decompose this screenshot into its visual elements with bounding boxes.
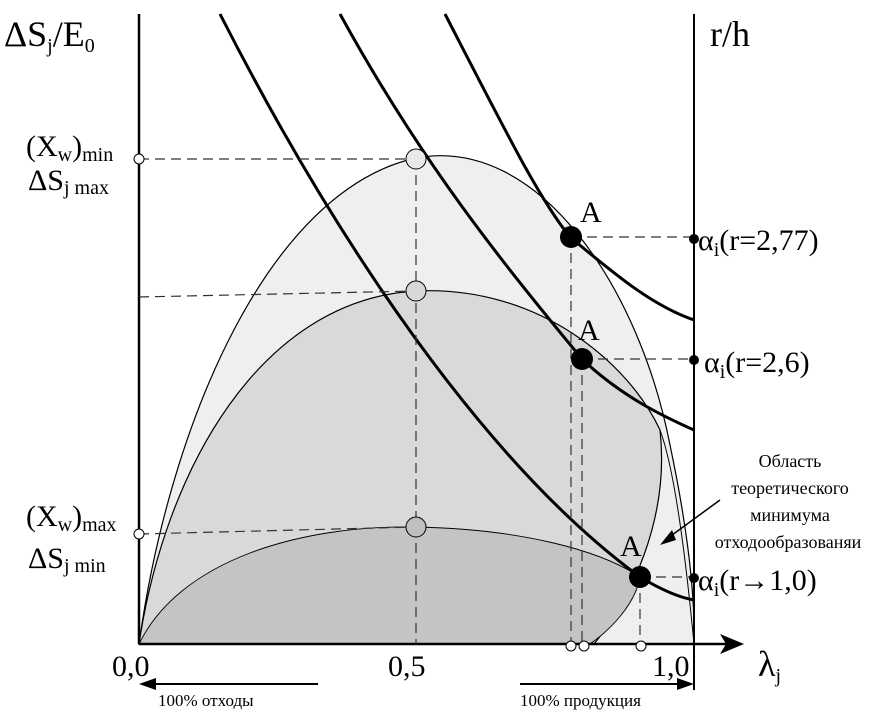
x-axis-label: λj [758,644,781,687]
product-arrowhead [677,678,694,690]
point-a-lower [629,566,651,588]
point-a-middle [571,348,593,370]
dashed-guides [138,158,694,644]
ds-min-label: ΔSj min [28,542,106,577]
region-inner [138,526,641,645]
y-left-axis-label: ΔSj/E0 [4,14,95,57]
point-a-middle-label: A [578,314,600,347]
waste-label: 100% отходы [158,691,254,710]
annotation-line-2: теоретического [731,478,849,498]
x-tick-1: 1,0 [652,650,690,683]
annotation-line-1: Область [759,451,822,471]
alpha-label-r277: αi(r=2,77) [698,224,819,261]
x-marker-a1 [565,640,577,652]
curve-r-2-6 [338,13,695,432]
waste-arrowhead [139,678,156,690]
xw-min-label: (Xw)min [26,130,113,166]
annotation-arrowhead [660,530,676,545]
x-marker-a2 [578,640,590,652]
annotation-line-3: минимума [750,505,830,525]
product-label: 100% продукция [520,691,641,710]
xw-max-label: (Xw)max [26,500,117,536]
ds-max-label: ΔSj max [28,164,109,199]
x-marker-a3 [635,640,647,652]
x-tick-05: 0,5 [388,650,426,683]
right-dot-middle [689,355,699,365]
point-a-upper [560,226,582,248]
annotation-arrow-line [667,499,721,539]
thin-curve-right [659,429,695,645]
right-dot-upper [689,234,699,244]
alpha-label-r26: αi(r=2,6) [704,346,810,383]
alpha-label-r1: αi(r→1,0) [698,564,817,601]
y-right-axis-label: r/h [710,14,750,54]
left-marker-bottom [133,528,145,540]
right-dot-lower [689,573,699,583]
peak-marker-inner [405,516,427,538]
x-tick-0: 0,0 [112,650,150,683]
point-a-lower-label: A [620,530,642,563]
curve-r-1 [218,13,695,602]
left-marker-top [133,153,145,165]
x-axis-arrowhead [720,634,744,654]
point-a-upper-label: A [580,196,602,229]
annotation-line-4: отходообразованяи [715,532,862,552]
peak-marker-middle [405,280,427,302]
peak-marker-outer [405,148,427,170]
